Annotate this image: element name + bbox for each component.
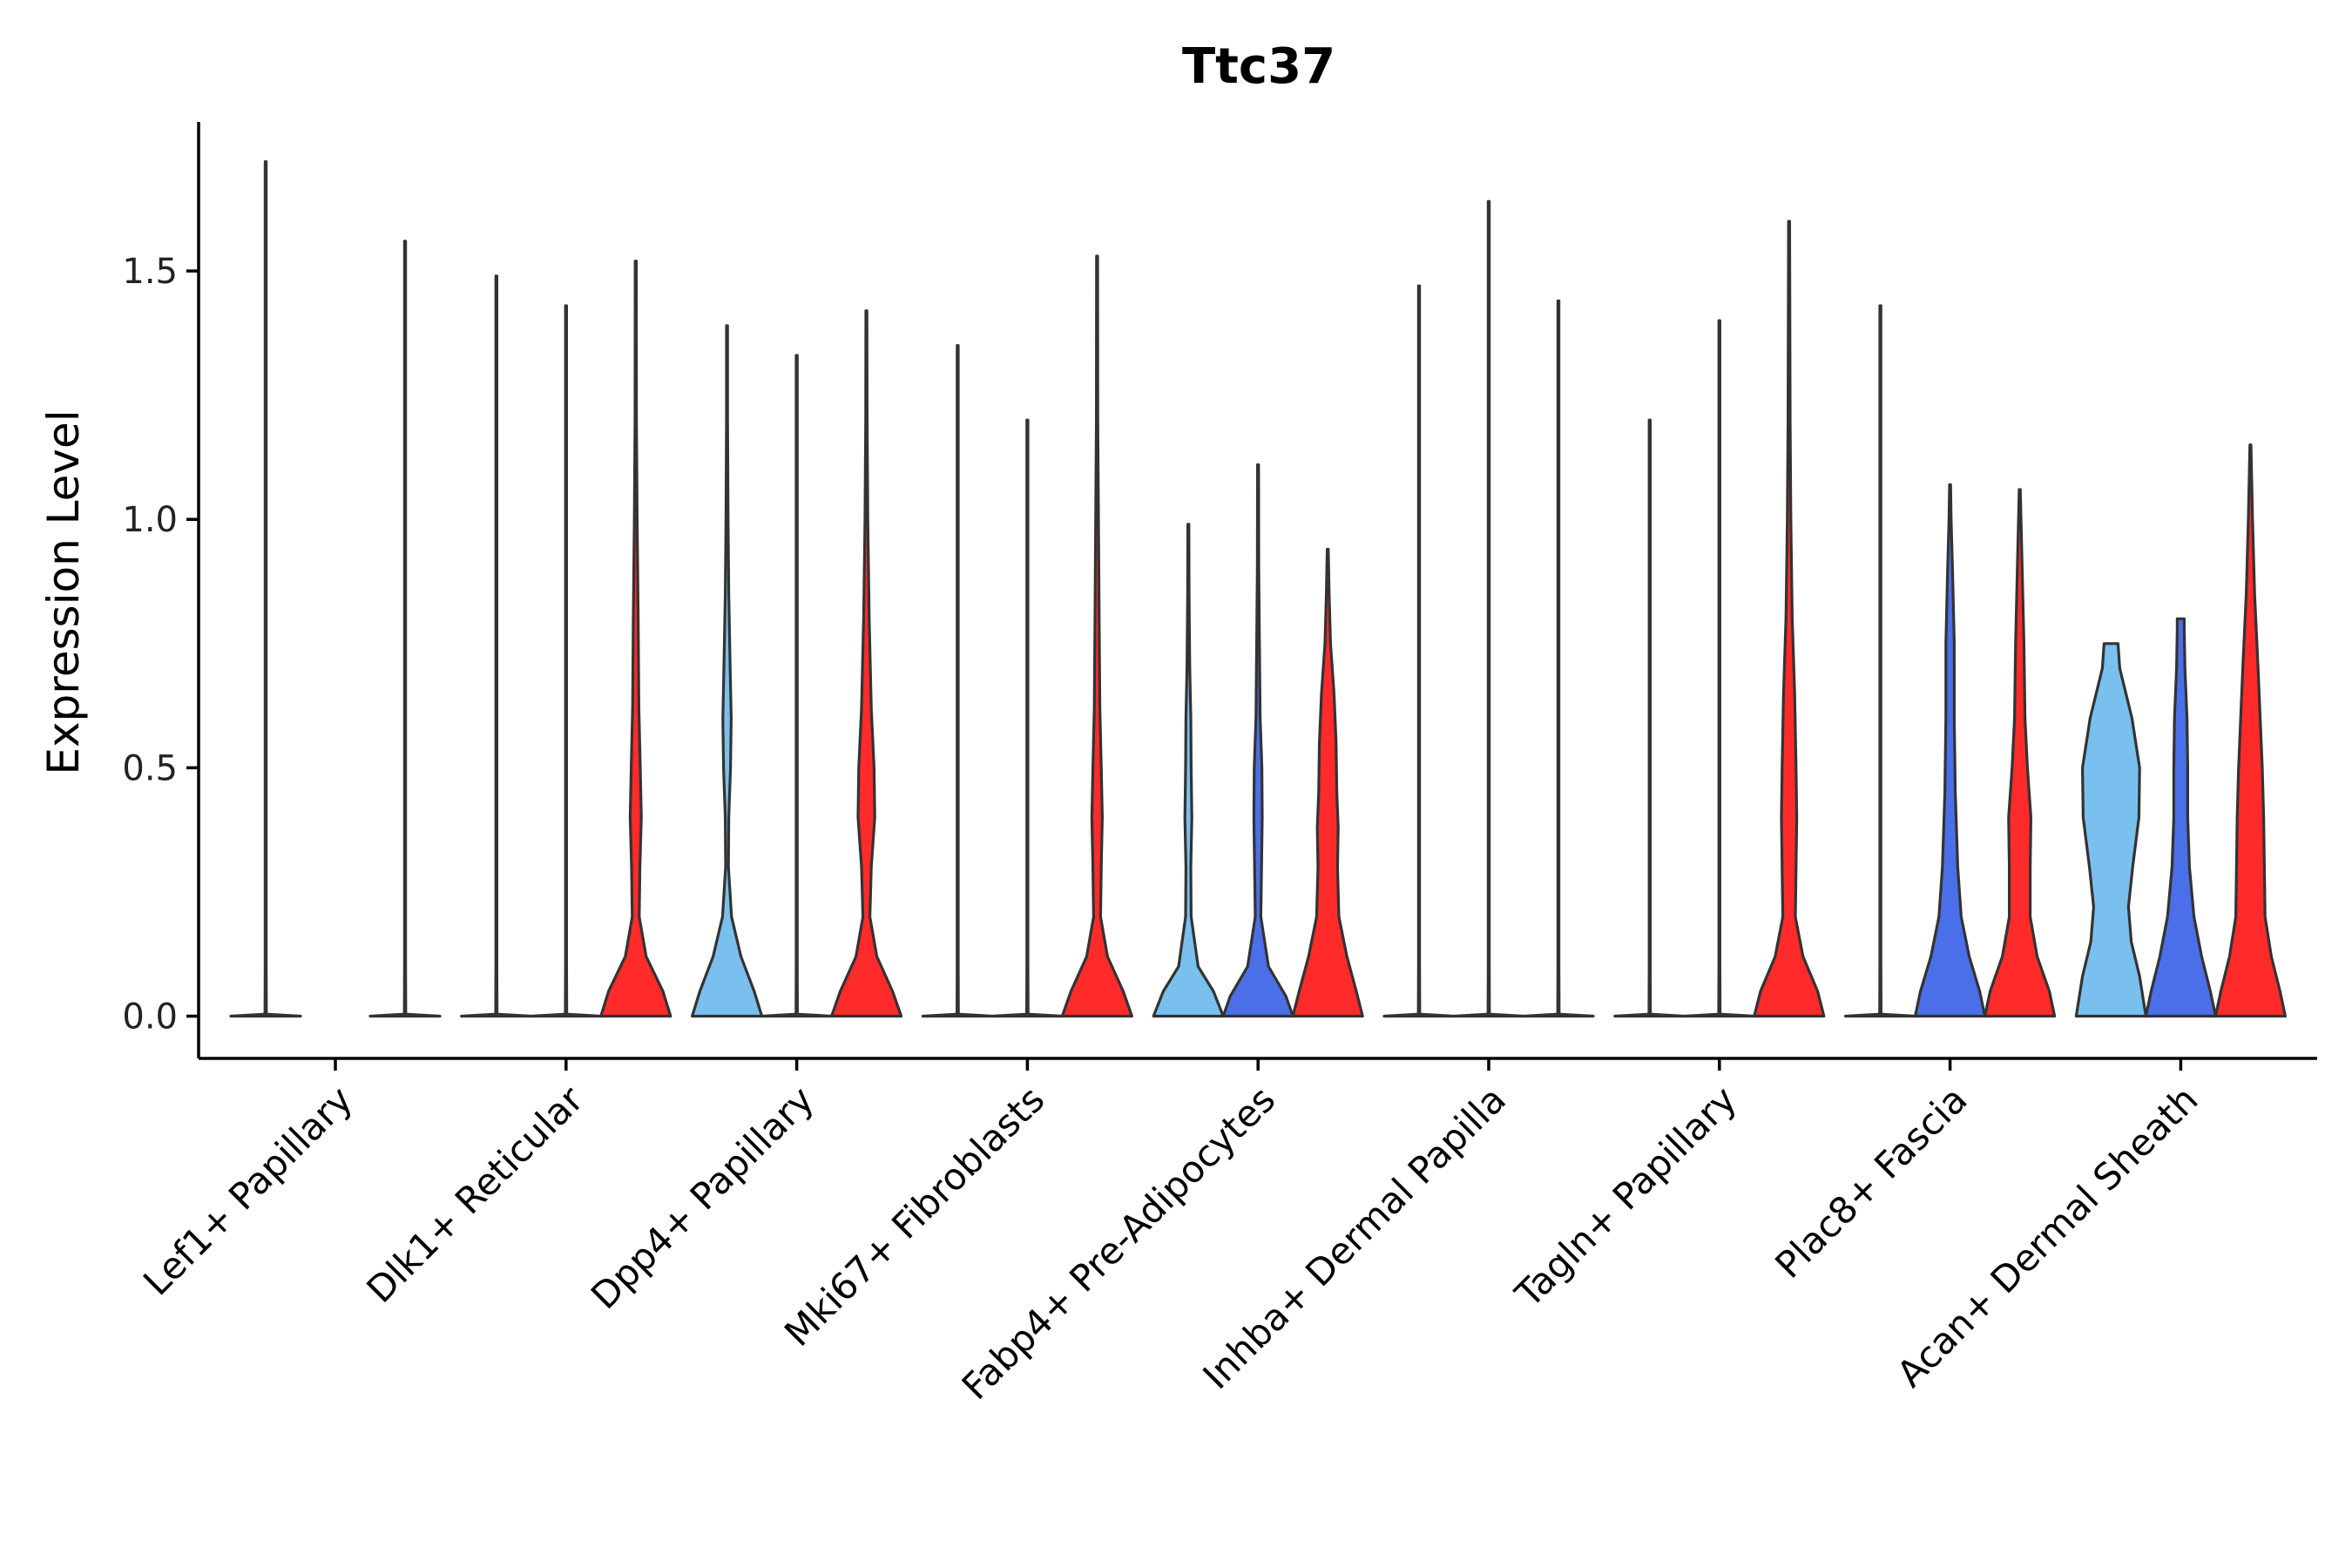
violin-fabp4-pre-adipocytes-group_a xyxy=(1152,523,1225,1018)
violin-mki67-fibroblasts-group_c xyxy=(1060,254,1133,1018)
y-tick-label: 0.0 xyxy=(122,997,178,1037)
x-tick-label-plac8-fascia: Plac8+ Fascia xyxy=(1767,1078,1975,1286)
violin-dpp4-papillary-group_c xyxy=(830,309,903,1018)
x-tick-label-lef1-papillary: Lef1+ Papillary xyxy=(135,1078,361,1303)
violin-group xyxy=(229,160,2287,1018)
violin-acan-dermal-sheath-group_a xyxy=(2074,642,2147,1018)
violin-dlk1-reticular-group_a xyxy=(460,274,533,1018)
x-tick-label-tagln-papillary: Tagln+ Papillary xyxy=(1506,1078,1744,1315)
violin-inhba-dermal-papilla-group_a xyxy=(1382,284,1456,1018)
violin-plac8-fascia-group_a xyxy=(1844,304,1917,1018)
violin-dpp4-papillary-group_b xyxy=(760,354,834,1018)
violin-dlk1-reticular-group_b xyxy=(530,304,603,1018)
y-tick-label: 0.5 xyxy=(122,748,178,788)
x-tick-label-dpp4-papillary: Dpp4+ Papillary xyxy=(583,1078,822,1317)
violin-plac8-fascia-group_c xyxy=(1984,488,2057,1018)
y-axis-label: Expression Level xyxy=(38,409,89,774)
violin-fabp4-pre-adipocytes-group_c xyxy=(1291,547,1364,1018)
violin-lef1-papillary-group_a xyxy=(229,160,302,1018)
violin-plac8-fascia-group_b xyxy=(1914,483,1987,1018)
violin-lef1-papillary-group_c xyxy=(368,240,442,1018)
violin-inhba-dermal-papilla-group_b xyxy=(1452,199,1525,1018)
y-tick-label: 1.5 xyxy=(122,252,178,292)
y-tick-label: 1.0 xyxy=(122,500,178,540)
violin-fabp4-pre-adipocytes-group_b xyxy=(1221,463,1294,1018)
violin-mki67-fibroblasts-group_b xyxy=(990,418,1064,1018)
violin-acan-dermal-sheath-group_c xyxy=(2213,443,2287,1018)
violin-dpp4-papillary-group_a xyxy=(691,324,764,1018)
x-tick-label-dlk1-reticular: Dlk1+ Reticular xyxy=(358,1078,591,1311)
violin-tagln-papillary-group_c xyxy=(1753,220,1826,1018)
x-tick-label-mki67-fibroblasts: Mki67+ Fibroblasts xyxy=(776,1078,1052,1354)
violin-mki67-fibroblasts-group_a xyxy=(921,344,994,1018)
chart-title: Ttc37 xyxy=(1182,38,1335,95)
violin-dlk1-reticular-group_c xyxy=(599,260,672,1018)
violin-tagln-papillary-group_b xyxy=(1683,319,1756,1018)
violin-inhba-dermal-papilla-group_c xyxy=(1522,299,1595,1018)
violin-tagln-papillary-group_a xyxy=(1613,418,1686,1018)
violin-acan-dermal-sheath-group_b xyxy=(2144,617,2217,1018)
